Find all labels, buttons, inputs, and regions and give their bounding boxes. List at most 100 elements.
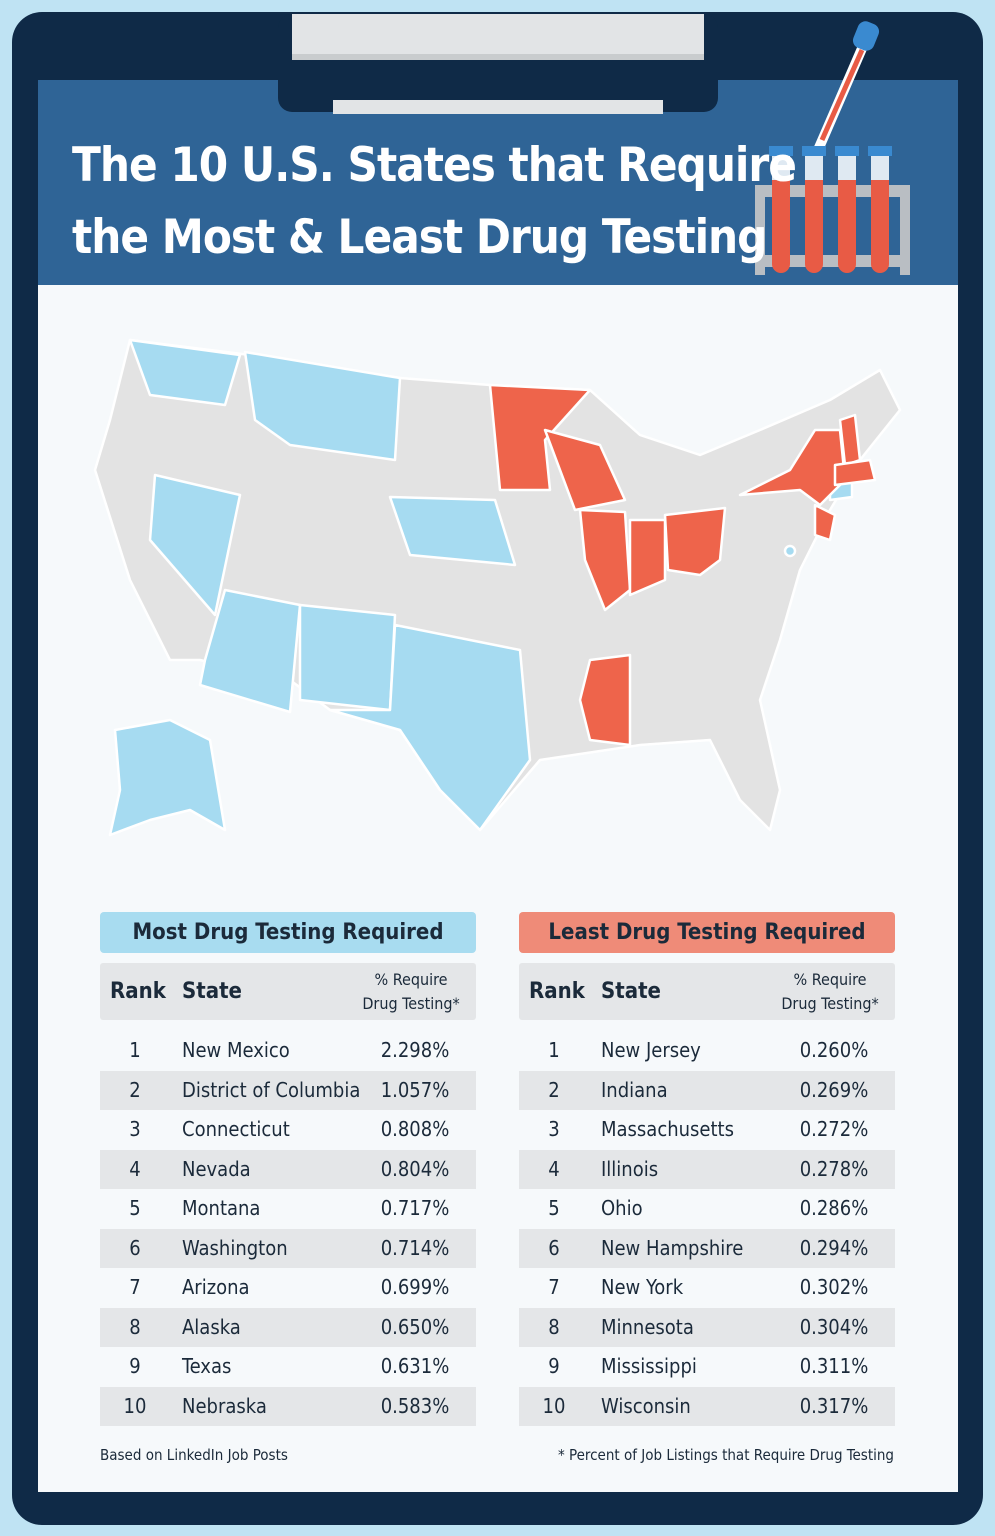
rank: 9 [129, 1354, 141, 1378]
rank: 5 [548, 1196, 560, 1220]
percent: 0.650% [380, 1314, 450, 1339]
state: Montana [182, 1196, 261, 1220]
table-row: 8 Minnesota 0.304% [519, 1307, 895, 1347]
percent: 0.699% [380, 1275, 450, 1299]
state: Alaska [182, 1314, 241, 1339]
percent: 0.269% [799, 1077, 869, 1102]
rank: 6 [548, 1235, 560, 1260]
column-header-row: Rank State % Require Drug Testing* [519, 963, 895, 1020]
state: Massachusetts [601, 1117, 734, 1141]
rank: 6 [129, 1235, 141, 1260]
percent: 0.286% [799, 1196, 869, 1220]
table-row: 1 New Mexico 2.298% [100, 1031, 476, 1071]
table-row: 5 Ohio 0.286% [519, 1189, 895, 1229]
rank: 10 [542, 1393, 566, 1418]
table-row: 2 Indiana 0.269% [519, 1070, 895, 1110]
table: Most Drug Testing Required Rank State % Req… [100, 912, 476, 1426]
column-header-row: Rank State % Require Drug Testing* [100, 963, 476, 1020]
table-row: 2 District of Columbia 1.057% [100, 1070, 476, 1110]
rank: 1 [548, 1038, 560, 1062]
rank: 3 [129, 1117, 141, 1141]
rank: 5 [129, 1196, 141, 1220]
title-line: The 10 U.S. States that Require [72, 138, 797, 193]
table-row: 10 Nebraska 0.583% [100, 1386, 476, 1426]
table-heading: Least Drug Testing Required [519, 912, 895, 953]
spacer [519, 1020, 895, 1031]
footnote: * Percent of Job Listings that Require D… [557, 1446, 894, 1464]
rank: 4 [129, 1156, 141, 1181]
state: Texas [182, 1354, 232, 1378]
percent: 0.317% [799, 1393, 869, 1418]
title-line: the Most & Least Drug Testing [72, 210, 767, 265]
column-header: % Require Drug Testing* [362, 970, 460, 1013]
rank: 9 [548, 1354, 560, 1378]
state: Nevada [182, 1156, 251, 1181]
percent: 0.717% [380, 1196, 450, 1220]
rank: 4 [548, 1156, 560, 1181]
state: New Mexico [182, 1038, 290, 1062]
column-header: Rank [110, 979, 166, 1004]
percent: 0.808% [380, 1117, 450, 1141]
rank: 7 [548, 1275, 560, 1299]
table-row: 9 Mississippi 0.311% [519, 1347, 895, 1387]
rank: 3 [548, 1117, 560, 1141]
state: New Jersey [601, 1038, 701, 1062]
state: Washington [182, 1235, 288, 1260]
table: Least Drug Testing Required Rank State % Re… [519, 912, 895, 1426]
percent: 0.714% [380, 1235, 450, 1260]
percent: 0.583% [380, 1393, 450, 1418]
table-row: 4 Illinois 0.278% [519, 1149, 895, 1189]
rank: 2 [548, 1077, 560, 1102]
column-header: % Require Drug Testing* [781, 970, 879, 1013]
rank: 8 [129, 1314, 141, 1339]
percent: 0.304% [799, 1314, 869, 1339]
rank: 2 [129, 1077, 141, 1102]
table-row: 1 New Jersey 0.260% [519, 1031, 895, 1071]
percent: 2.298% [380, 1038, 450, 1062]
state: Connecticut [182, 1117, 290, 1141]
column-header: Rank [529, 979, 585, 1004]
table-row: 7 New York 0.302% [519, 1268, 895, 1308]
test-tube-icon [755, 21, 910, 275]
table-row: 4 Nevada 0.804% [100, 1149, 476, 1189]
percent: 0.278% [799, 1156, 869, 1181]
rank: 10 [123, 1393, 147, 1418]
table-heading: Most Drug Testing Required [100, 912, 476, 953]
state: District of Columbia [182, 1077, 361, 1102]
percent: 0.631% [380, 1354, 450, 1378]
column-header: State [182, 979, 242, 1004]
source-note: Based on LinkedIn Job Posts [100, 1446, 288, 1464]
rank: 7 [129, 1275, 141, 1299]
rank: 8 [548, 1314, 560, 1339]
state: New Hampshire [601, 1235, 744, 1260]
state: Mississippi [601, 1354, 697, 1378]
percent: 0.272% [799, 1117, 869, 1141]
percent: 0.260% [799, 1038, 869, 1062]
table-row: 7 Arizona 0.699% [100, 1268, 476, 1308]
state: Ohio [601, 1196, 643, 1220]
table-row: 3 Connecticut 0.808% [100, 1110, 476, 1150]
state: Minnesota [601, 1314, 694, 1339]
title: The 10 U.S. States that Require the Most… [72, 130, 797, 274]
percent: 0.804% [380, 1156, 450, 1181]
table-row: 6 Washington 0.714% [100, 1228, 476, 1268]
table-row: 3 Massachusetts 0.272% [519, 1110, 895, 1150]
table-row: 5 Montana 0.717% [100, 1189, 476, 1229]
state: New York [601, 1275, 684, 1299]
percent: 1.057% [380, 1077, 450, 1102]
table-row: 9 Texas 0.631% [100, 1347, 476, 1387]
column-header: State [601, 979, 661, 1004]
percent: 0.302% [799, 1275, 869, 1299]
state: Illinois [601, 1156, 659, 1181]
state: Arizona [182, 1275, 250, 1299]
percent: 0.311% [799, 1354, 869, 1378]
state: Nebraska [182, 1393, 267, 1418]
table-row: 8 Alaska 0.650% [100, 1307, 476, 1347]
table-row: 10 Wisconsin 0.317% [519, 1386, 895, 1426]
spacer [100, 1020, 476, 1031]
state: Indiana [601, 1077, 668, 1102]
us-map [93, 338, 902, 837]
state: Wisconsin [601, 1393, 691, 1418]
rank: 1 [129, 1038, 141, 1062]
